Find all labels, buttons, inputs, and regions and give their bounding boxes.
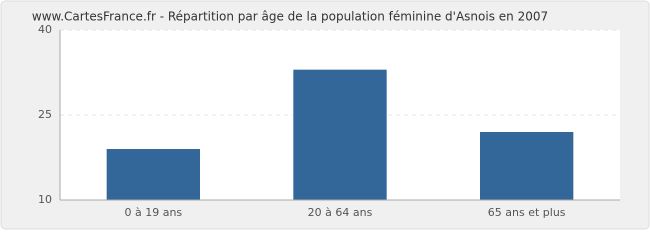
bar [293,69,387,201]
x-tick-label: 20 à 64 ans [308,206,373,219]
y-tick-label: 40 [38,23,52,36]
y-tick-label: 25 [38,108,52,121]
bar [106,149,200,200]
y-tick-label: 10 [38,193,52,206]
x-tick-label: 0 à 19 ans [124,206,182,219]
chart: www.CartesFrance.fr - Répartition par âg… [0,0,650,230]
chart-title: www.CartesFrance.fr - Répartition par âg… [32,10,548,24]
bar [480,132,574,200]
page: {"chart_data": {"type": "bar", "title": … [0,0,650,230]
x-tick-label: 65 ans et plus [488,206,566,219]
